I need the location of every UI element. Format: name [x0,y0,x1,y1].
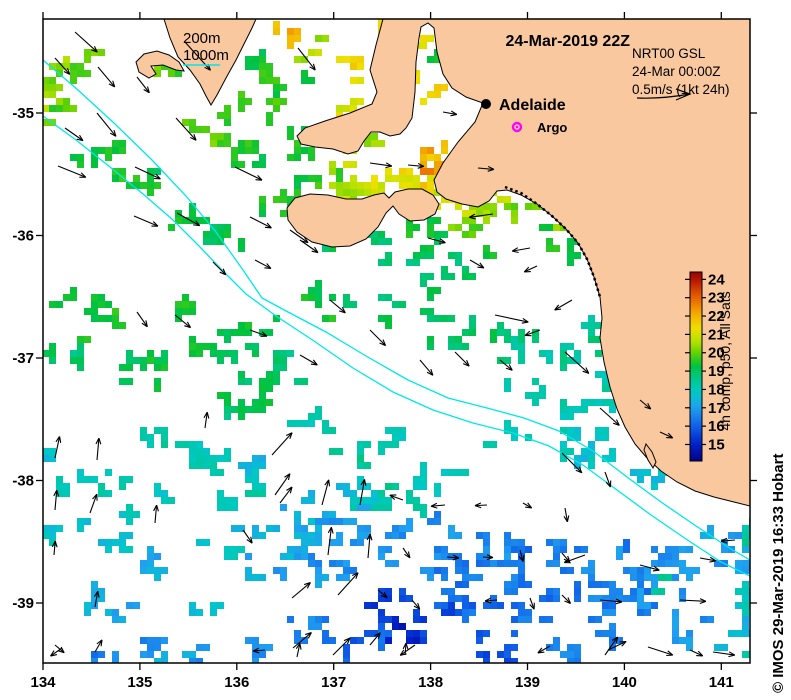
depth-legend: 200m 1000m [183,30,229,66]
landmass-eyre-peninsula [163,19,257,106]
colorbar-gradient-bar [689,271,703,462]
colorbar-tick-label: 23 [708,290,725,307]
coorong-beach-hatch [504,185,602,298]
axes-frame: 134 135 136 137 138 139 140 141 -35 -36 -37 -38 -39 [12,12,757,691]
x-axis-tick-label: 136 [224,674,249,691]
date-title: 24-Mar-2019 22Z [505,33,630,50]
colorbar-tick-label: 16 [708,418,725,435]
colorbar-label: 4h comp, p50, All Sats [717,291,733,430]
x-axis-tick-label: 135 [127,674,152,691]
y-axis-tick-label: -35 [12,105,34,122]
colorbar-tick-label: 22 [708,308,725,325]
depth-200m-label: 200m [183,30,221,47]
axis-ticks: 134 135 136 137 138 139 140 141 -35 -36 -37 -38 -39 [12,12,757,691]
island-hook-west [135,50,185,79]
contour-1000m [43,115,750,577]
x-axis-tick-label: 138 [418,674,443,691]
adelaide-label: Adelaide [499,97,566,114]
contour-200m [43,59,750,561]
y-axis-tick-label: -39 [12,595,34,612]
x-axis-tick-label: 139 [515,674,540,691]
x-axis-tick-label: 141 [709,674,734,691]
vector-scale-arrow [636,88,692,101]
argo-label: Argo [537,120,567,135]
x-axis-tick-label: 134 [30,674,56,691]
vector-scale-label: 0.5m/s (1kt 24h) [632,82,730,97]
x-axis-tick-label: 137 [321,674,346,691]
colorbar-tick-label: 19 [708,363,725,380]
y-axis-tick-label: -38 [12,473,34,490]
plot-frame [42,18,751,664]
landmass-mainland-coorong [296,19,750,507]
copyright-text: © IMOS 29-Mar-2019 16:33 Hobart [770,454,787,693]
product-label: NRT00 GSL [632,46,706,61]
island-kangaroo [286,188,440,248]
coorong-lagoon-sliver [643,442,657,470]
vector-time-label: 24-Mar 00:00Z [632,64,721,79]
map-markers: Adelaide Argo [481,97,567,135]
land-masses [135,19,750,507]
adelaide-dot [481,99,491,109]
colorbar-tick-label: 20 [708,345,725,362]
bathymetry-contours [43,59,750,577]
x-axis-tick-label: 140 [612,674,637,691]
colorbar-tick-label: 18 [708,381,725,398]
colorbar-tick-label: 15 [708,436,725,453]
header-annotations: 24-Mar-2019 22Z NRT00 GSL 24-Mar 00:00Z … [505,33,730,101]
depth-1000m-label: 1000m [183,47,229,64]
colorbar-tick-label: 17 [708,400,725,417]
y-axis-tick-label: -37 [12,350,34,367]
colorbar-tick-label: 21 [708,326,725,343]
argo-float-marker [511,121,523,133]
current-vector-arrows [50,31,736,658]
y-axis-tick-label: -36 [12,228,34,245]
colorbar-tick-label: 24 [708,271,725,288]
